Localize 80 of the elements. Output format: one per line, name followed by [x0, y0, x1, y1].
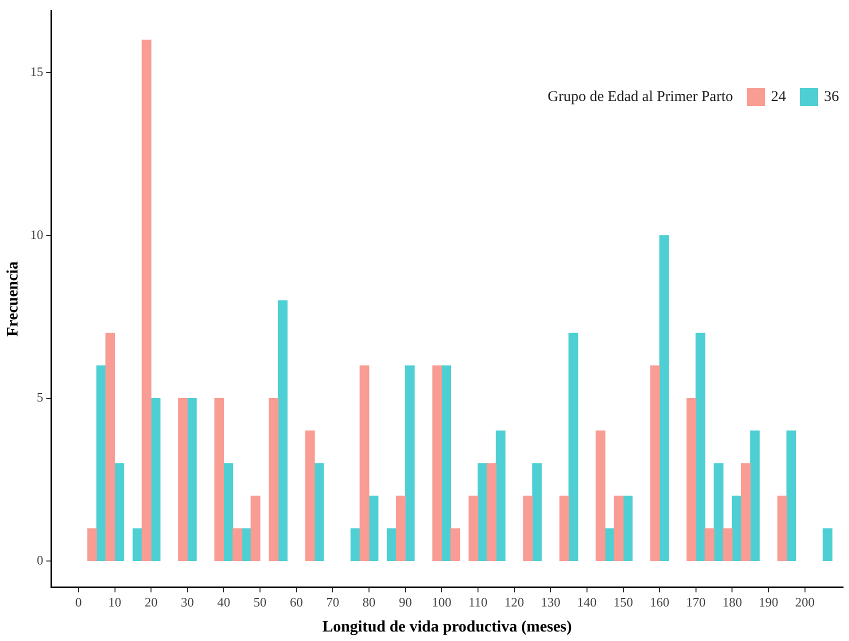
bar	[405, 365, 415, 561]
x-tick-label: 200	[795, 594, 815, 610]
x-tick-label: 50	[254, 594, 267, 610]
x-tick-label: 20	[144, 594, 158, 610]
bar	[822, 528, 832, 561]
bar	[232, 528, 242, 561]
bar	[750, 430, 760, 561]
bar	[496, 430, 506, 561]
bar	[450, 528, 460, 561]
bar	[96, 365, 106, 561]
bar	[441, 365, 452, 561]
x-tick-label: 40	[217, 594, 230, 610]
bar	[622, 496, 633, 561]
bar	[478, 463, 488, 561]
bar	[187, 398, 197, 561]
bar	[396, 496, 406, 561]
bar	[486, 463, 496, 561]
bar	[714, 463, 724, 561]
bar	[686, 398, 696, 561]
bar	[386, 528, 397, 561]
x-tick-label: 170	[686, 594, 706, 610]
bar	[87, 528, 97, 561]
x-tick-label: 60	[290, 594, 303, 610]
x-tick-label: 190	[758, 594, 778, 610]
bar	[214, 398, 224, 561]
bar	[704, 528, 714, 561]
bar	[696, 332, 706, 561]
bar	[360, 365, 370, 561]
x-tick-label: 90	[398, 594, 412, 610]
legend-title: Grupo de Edad al Primer Parto	[548, 88, 733, 106]
y-tick-label: 0	[36, 552, 44, 568]
bar	[468, 496, 478, 561]
x-tick-label: 70	[326, 594, 340, 610]
x-tick-label: 80	[362, 594, 376, 610]
bar	[659, 235, 669, 561]
bar	[786, 430, 796, 561]
bar	[614, 496, 624, 561]
bar	[368, 496, 378, 561]
y-tick-label: 10	[30, 226, 44, 242]
x-tick-label: 30	[180, 594, 194, 610]
bar	[178, 398, 188, 561]
y-tick-label: 5	[36, 390, 44, 405]
bar	[132, 528, 142, 561]
bar	[650, 365, 660, 561]
x-tick-label: 130	[540, 594, 560, 610]
bar	[532, 463, 542, 561]
x-tick-label: 100	[432, 594, 452, 610]
x-tick-label: 0	[75, 594, 82, 610]
bar	[150, 398, 160, 561]
x-tick-label: 150	[614, 594, 634, 610]
bar	[142, 40, 152, 561]
bar	[432, 365, 442, 561]
legend-label: 36	[824, 88, 839, 106]
x-tick-label: 180	[722, 594, 742, 610]
bar	[278, 300, 288, 561]
y-tick-label: 15	[30, 64, 44, 80]
x-tick-label: 140	[577, 594, 597, 610]
bar	[114, 463, 124, 561]
bar	[223, 463, 234, 561]
bar	[105, 332, 116, 561]
bar	[523, 496, 533, 561]
bar	[732, 496, 742, 561]
bar	[250, 496, 260, 561]
y-axis-title: Frecuencia	[4, 261, 22, 337]
bar	[350, 528, 360, 561]
x-tick-label: 120	[504, 594, 524, 610]
bar	[268, 398, 278, 561]
legend-label: 24	[771, 88, 786, 106]
x-tick-label: 110	[468, 594, 488, 610]
bar	[722, 528, 733, 561]
bar	[777, 496, 787, 561]
bar	[741, 463, 751, 561]
x-axis-title: Longitud de vida productiva (meses)	[322, 618, 572, 636]
bar	[568, 332, 578, 561]
bar	[314, 463, 324, 561]
x-tick-label: 10	[108, 594, 122, 610]
bar	[596, 430, 606, 561]
bar	[305, 430, 315, 561]
bar	[559, 496, 570, 561]
x-tick-label: 160	[650, 594, 670, 610]
